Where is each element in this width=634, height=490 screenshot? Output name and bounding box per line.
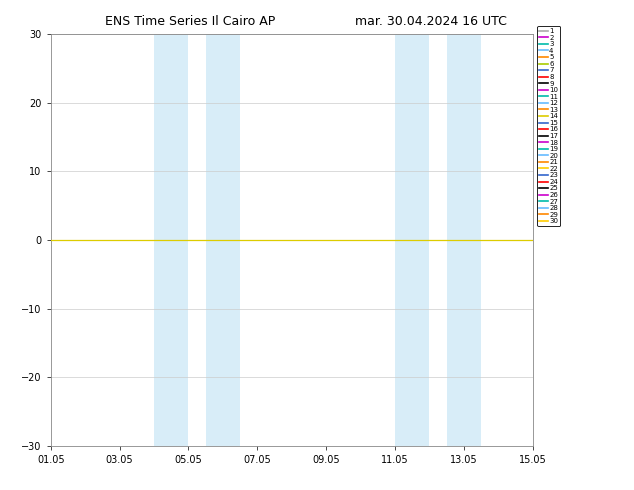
Bar bbox=[205, 34, 240, 446]
Bar bbox=[446, 34, 481, 446]
Text: mar. 30.04.2024 16 UTC: mar. 30.04.2024 16 UTC bbox=[355, 15, 507, 28]
Text: ENS Time Series Il Cairo AP: ENS Time Series Il Cairo AP bbox=[105, 15, 275, 28]
Bar bbox=[395, 34, 429, 446]
Legend: 1, 2, 3, 4, 5, 6, 7, 8, 9, 10, 11, 12, 13, 14, 15, 16, 17, 18, 19, 20, 21, 22, 2: 1, 2, 3, 4, 5, 6, 7, 8, 9, 10, 11, 12, 1… bbox=[538, 26, 560, 226]
Bar bbox=[154, 34, 188, 446]
